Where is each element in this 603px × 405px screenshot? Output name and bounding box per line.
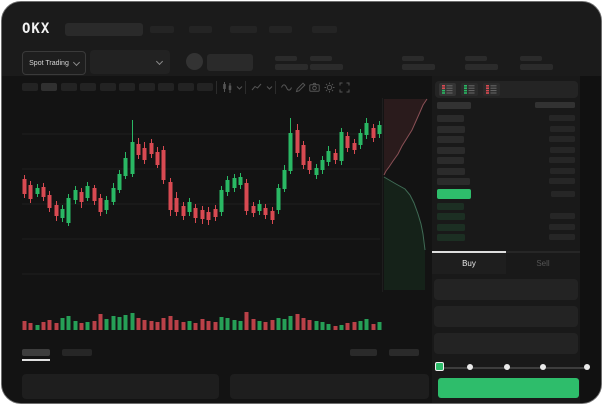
amount-slider[interactable]	[438, 367, 588, 369]
coin-avatar[interactable]	[186, 53, 203, 70]
order-book-row[interactable]	[437, 125, 575, 133]
chart-range-button[interactable]	[350, 349, 377, 356]
order-book-row[interactable]	[437, 213, 575, 220]
nav-item-placeholder[interactable]	[150, 26, 174, 33]
indicators-wave-icon[interactable]	[280, 81, 293, 94]
timeframe-button[interactable]	[80, 83, 96, 91]
timeframe-button[interactable]	[139, 83, 155, 91]
book-bids-only-icon[interactable]	[461, 83, 478, 96]
timeframe-button[interactable]	[119, 83, 135, 91]
fullscreen-icon[interactable]	[338, 81, 351, 94]
order-book-row[interactable]	[437, 102, 575, 109]
order-book-row[interactable]	[437, 167, 575, 175]
market-type-dropdown[interactable]: Spot Trading	[22, 51, 86, 75]
tab-buy[interactable]: Buy	[432, 251, 506, 274]
chart-type-candles-icon[interactable]	[221, 81, 234, 94]
last-price-row[interactable]	[437, 188, 575, 199]
timeframe-button-active[interactable]	[41, 83, 57, 91]
order-book-row[interactable]	[437, 202, 575, 210]
toolbar-divider	[275, 81, 276, 94]
total-input[interactable]	[434, 333, 578, 354]
chart-footer-tab[interactable]	[62, 349, 92, 356]
timeframe-button[interactable]	[197, 83, 213, 91]
slider-handle[interactable]	[435, 362, 444, 371]
slider-step-dot[interactable]	[540, 364, 546, 370]
chart-range-button[interactable]	[389, 349, 419, 356]
market-type-label: Spot Trading	[29, 59, 69, 67]
ticker-stat	[465, 56, 498, 70]
search-input[interactable]	[65, 23, 143, 36]
order-book-row[interactable]	[437, 146, 575, 154]
nav-item-placeholder[interactable]	[269, 26, 292, 33]
chart-footer-tab-underline	[22, 359, 50, 361]
timeframe-button[interactable]	[22, 83, 38, 91]
order-book-row[interactable]	[437, 136, 575, 143]
timeframe-button[interactable]	[61, 83, 77, 91]
slider-step-dot[interactable]	[584, 364, 590, 370]
pair-selector-dropdown[interactable]	[90, 50, 170, 74]
toolbar-divider	[216, 81, 217, 94]
draw-pencil-icon[interactable]	[294, 81, 307, 94]
order-book-toolbar	[435, 81, 578, 98]
settings-gear-icon[interactable]	[323, 81, 336, 94]
trade-tabbar: Buy Sell	[432, 251, 580, 274]
buy-submit-button[interactable]	[438, 378, 579, 398]
timeframe-button[interactable]	[158, 83, 174, 91]
timeframe-button[interactable]	[100, 83, 116, 91]
toolbar-divider	[245, 81, 246, 94]
bottom-panel-placeholder	[22, 374, 219, 399]
slider-step-dot[interactable]	[504, 364, 510, 370]
bottom-panel-placeholder	[230, 374, 429, 399]
order-book-row[interactable]	[437, 223, 575, 231]
tab-sell[interactable]: Sell	[506, 251, 580, 274]
nav-item-placeholder[interactable]	[230, 26, 257, 33]
ticker-stat	[520, 56, 553, 70]
order-book-row[interactable]	[437, 115, 575, 122]
slider-step-dot[interactable]	[467, 364, 473, 370]
order-book	[437, 102, 575, 245]
nav-item-placeholder[interactable]	[189, 26, 212, 33]
chevron-down-icon[interactable]	[233, 81, 246, 94]
order-book-row[interactable]	[437, 234, 575, 241]
nav-item-placeholder[interactable]	[312, 26, 337, 33]
ticker-stat	[275, 56, 308, 70]
book-asks-only-icon[interactable]	[483, 83, 500, 96]
order-book-row[interactable]	[437, 157, 575, 164]
chevron-down-icon[interactable]	[263, 81, 276, 94]
price-input[interactable]	[434, 279, 578, 300]
camera-icon[interactable]	[308, 81, 321, 94]
pair-name-placeholder[interactable]	[207, 54, 253, 71]
okx-logo: OKX	[22, 21, 51, 37]
chart-footer-tab-active[interactable]	[22, 349, 50, 356]
order-book-row[interactable]	[437, 178, 575, 185]
right-gutter	[580, 76, 601, 403]
line-tool-icon[interactable]	[250, 81, 263, 94]
amount-input[interactable]	[434, 306, 578, 327]
timeframe-button[interactable]	[178, 83, 194, 91]
ticker-stat	[402, 56, 435, 70]
ticker-stat	[310, 56, 343, 70]
book-both-sides-icon[interactable]	[439, 83, 456, 96]
